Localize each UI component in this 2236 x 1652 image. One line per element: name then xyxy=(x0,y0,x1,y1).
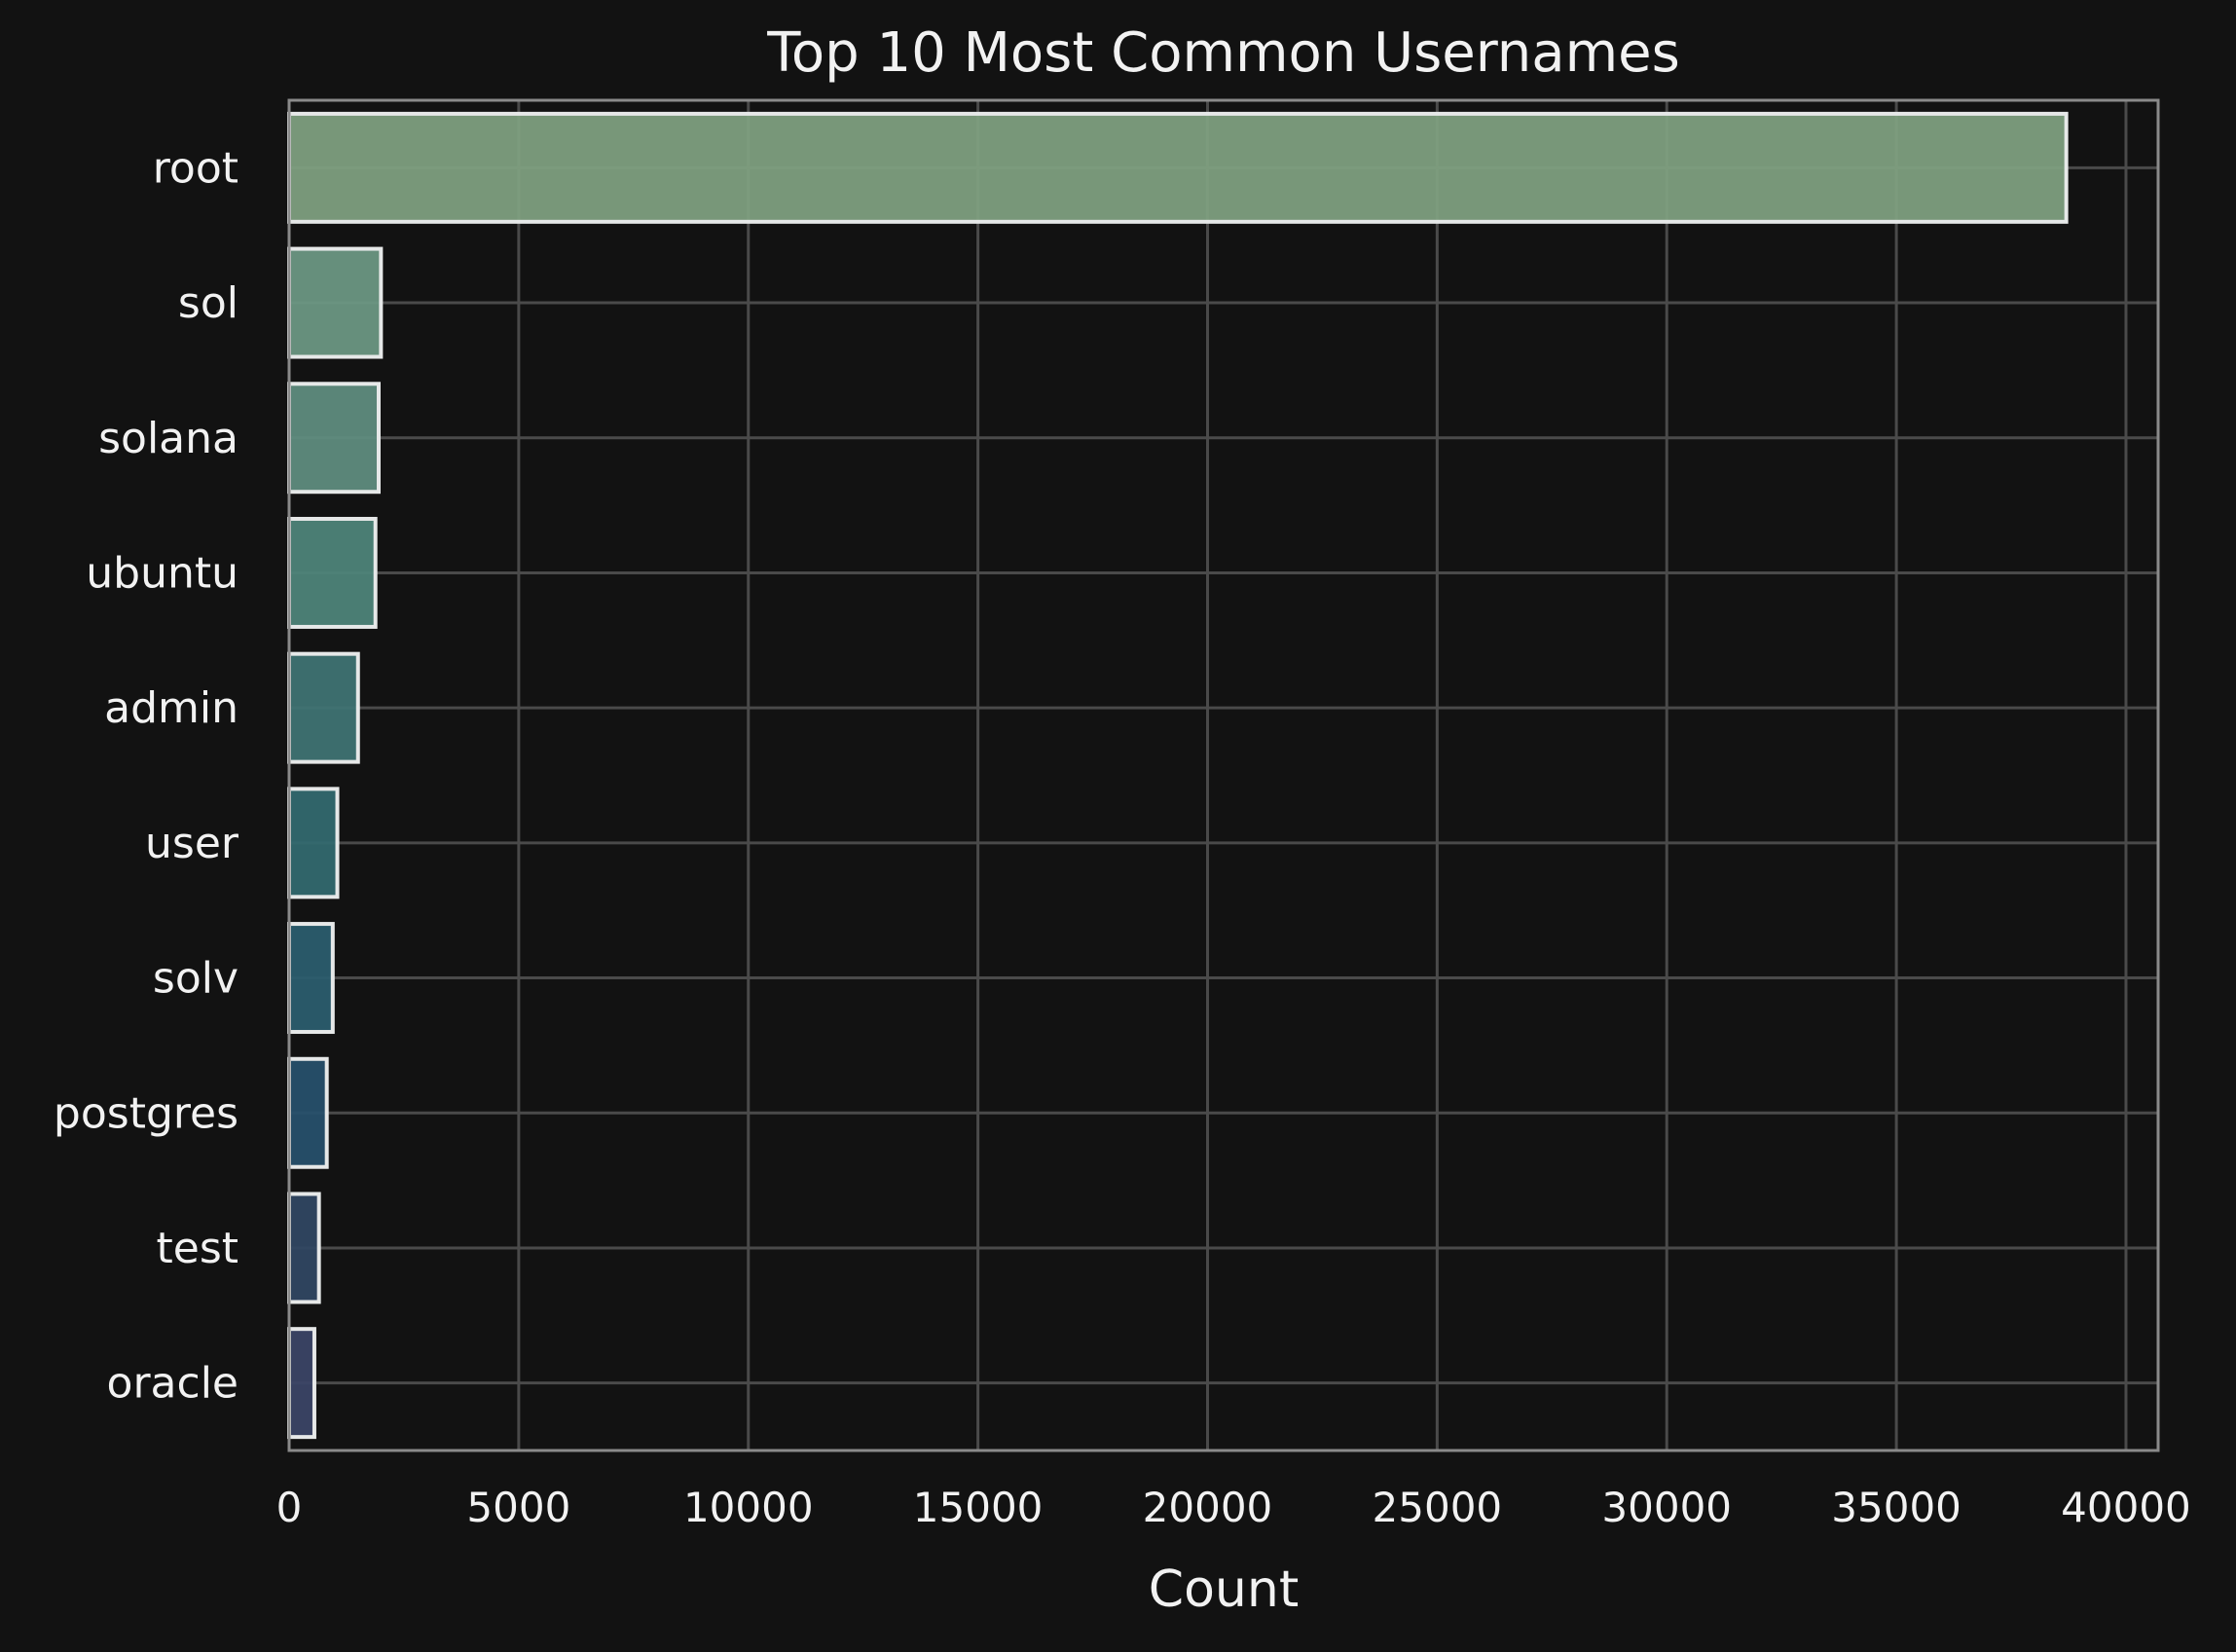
bar-test xyxy=(287,1192,321,1304)
y-tick-label-oracle: oracle xyxy=(107,1359,238,1409)
y-tick-label-admin: admin xyxy=(104,683,238,733)
y-tick-label-user: user xyxy=(145,819,239,868)
x-tick-labels: 0 5000 10000 15000 20000 25000 30000 35000 40000 xyxy=(276,1484,2191,1531)
x-tick-label: 0 xyxy=(276,1484,303,1531)
bar-oracle xyxy=(287,1327,316,1440)
x-tick-label: 25000 xyxy=(1373,1484,1503,1531)
y-tick-label-solana: solana xyxy=(98,414,238,463)
y-tick-label-test: test xyxy=(157,1224,239,1273)
x-tick-label: 40000 xyxy=(2061,1484,2191,1531)
bar-solv xyxy=(287,922,335,1035)
bar-sol xyxy=(287,246,384,359)
bar-user xyxy=(287,787,340,899)
x-tick-label: 10000 xyxy=(683,1484,814,1531)
x-tick-label: 30000 xyxy=(1601,1484,1732,1531)
x-tick-label: 35000 xyxy=(1831,1484,1961,1531)
x-tick-label: 5000 xyxy=(466,1484,570,1531)
y-tick-label-root: root xyxy=(153,143,238,193)
x-axis-label: Count xyxy=(1149,1560,1299,1619)
y-tick-label-ubuntu: ubuntu xyxy=(86,548,238,598)
y-tick-label-solv: solv xyxy=(153,954,238,1004)
y-tick-label-postgres: postgres xyxy=(54,1088,238,1138)
bars xyxy=(287,111,2069,1440)
x-tick-label: 20000 xyxy=(1143,1484,1273,1531)
y-tick-label-sol: sol xyxy=(178,278,238,328)
bar-root xyxy=(287,111,2069,224)
plot-frame xyxy=(287,98,2160,1452)
bar-postgres xyxy=(287,1056,329,1169)
bar-admin xyxy=(287,651,360,764)
chart-title: Top 10 Most Common Usernames xyxy=(766,21,1680,85)
x-tick-label: 15000 xyxy=(913,1484,1044,1531)
bar-ubuntu xyxy=(287,516,378,629)
y-tick-labels: root sol solana ubuntu admin user solv postgres… xyxy=(54,143,239,1408)
bar-solana xyxy=(287,382,381,495)
